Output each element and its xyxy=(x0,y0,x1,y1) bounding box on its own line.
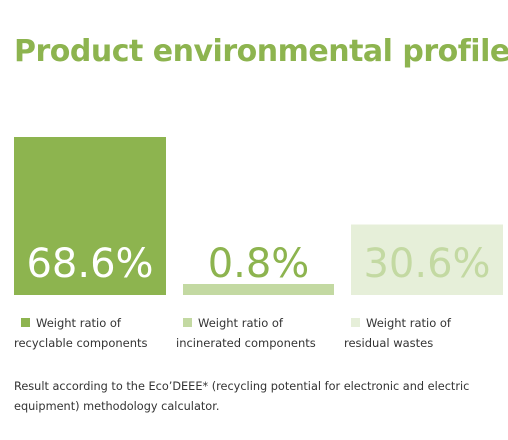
value-label-residual: 30.6% xyxy=(363,241,490,287)
legend-label-line2: incinerated components xyxy=(176,336,316,350)
bar-chart: 68.6% 0.8% 30.6% xyxy=(14,137,503,295)
legend-swatch-incinerated xyxy=(183,318,192,327)
legend-label-line2: residual wastes xyxy=(344,336,434,350)
page-title: Product environmental profile xyxy=(14,34,508,69)
legend-label-line1: Weight ratio of xyxy=(198,316,283,330)
legend-item-residual: Weight ratio of residual wastes xyxy=(344,313,508,353)
bars-group xyxy=(14,137,503,295)
legend-item-recyclable: Weight ratio of recyclable components xyxy=(14,313,184,353)
bar-recyclable xyxy=(14,137,166,295)
legend-label-line1: Weight ratio of xyxy=(36,316,121,330)
legend-swatch-residual xyxy=(351,318,360,327)
legend-label-line2: recyclable components xyxy=(14,336,148,350)
value-label-recyclable: 68.6% xyxy=(26,241,153,287)
value-labels-group: 68.6% 0.8% 30.6% xyxy=(26,241,490,287)
footnote: Result according to the Eco’DEEE* (recyc… xyxy=(14,380,470,413)
bar-residual xyxy=(351,224,503,295)
legend-item-incinerated: Weight ratio of incinerated components xyxy=(176,313,346,353)
legend-label-line1: Weight ratio of xyxy=(366,316,451,330)
value-label-incinerated: 0.8% xyxy=(208,241,310,287)
legend-swatch-recyclable xyxy=(21,318,30,327)
bar-incinerated xyxy=(183,284,334,295)
